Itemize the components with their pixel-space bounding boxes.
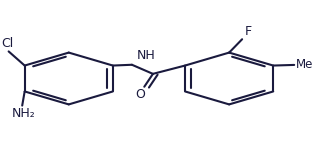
Text: F: F (245, 25, 252, 38)
Text: O: O (136, 88, 146, 101)
Text: Cl: Cl (1, 37, 13, 50)
Text: Me: Me (295, 58, 313, 71)
Text: NH₂: NH₂ (12, 107, 36, 120)
Text: NH: NH (136, 49, 155, 62)
